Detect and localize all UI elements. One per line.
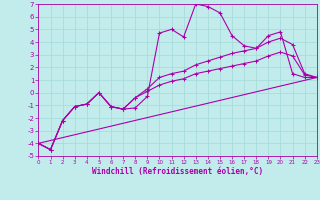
X-axis label: Windchill (Refroidissement éolien,°C): Windchill (Refroidissement éolien,°C) xyxy=(92,167,263,176)
